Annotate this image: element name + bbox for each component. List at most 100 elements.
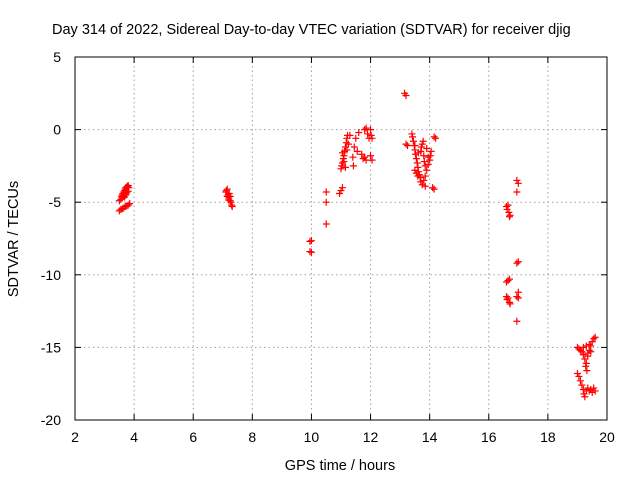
data-point	[359, 155, 367, 163]
data-point	[362, 124, 370, 132]
x-tick-label: 2	[71, 429, 79, 445]
data-point	[585, 340, 593, 348]
data-point	[126, 200, 134, 208]
y-tick-label: 5	[53, 49, 61, 65]
data-point	[338, 184, 346, 192]
data-point	[423, 144, 431, 152]
plot-frame	[74, 56, 608, 421]
data-point	[424, 153, 432, 161]
data-point	[322, 220, 330, 228]
data-point	[514, 294, 522, 302]
chart-title: Day 314 of 2022, Sidereal Day-to-day VTE…	[52, 22, 571, 38]
data-point	[513, 317, 521, 325]
data-point	[427, 147, 435, 155]
data-point	[421, 162, 429, 170]
data-point	[421, 182, 429, 190]
data-point	[402, 140, 410, 148]
data-point	[576, 377, 584, 385]
data-point	[414, 149, 422, 157]
data-point	[513, 293, 521, 301]
x-tick-label: 12	[363, 429, 379, 445]
data-point	[591, 333, 599, 341]
data-point	[346, 131, 354, 139]
data-point	[117, 205, 125, 213]
x-tick-label: 6	[189, 429, 197, 445]
data-point	[420, 176, 428, 184]
data-point	[588, 388, 596, 396]
data-point	[429, 184, 437, 192]
data-point	[368, 156, 376, 164]
data-point	[506, 300, 514, 308]
data-point	[409, 133, 417, 141]
data-points	[115, 89, 599, 401]
data-point	[226, 192, 234, 200]
data-point	[121, 203, 129, 211]
data-point	[225, 196, 233, 204]
data-point	[579, 351, 587, 359]
data-point	[514, 179, 522, 187]
data-point	[423, 166, 431, 174]
data-point	[430, 185, 438, 193]
y-tick-label: -5	[49, 194, 62, 210]
data-point	[419, 137, 427, 145]
data-point	[513, 259, 521, 267]
data-point	[349, 162, 357, 170]
data-point	[344, 140, 352, 148]
data-point	[368, 134, 376, 142]
data-point	[404, 142, 411, 150]
y-tick-label: -15	[41, 339, 61, 355]
data-point	[350, 143, 358, 151]
x-axis-label: GPS time / hours	[285, 458, 395, 474]
data-point	[411, 142, 419, 150]
data-point	[430, 133, 438, 141]
data-point	[504, 294, 512, 302]
data-point	[582, 342, 590, 350]
data-point	[228, 203, 236, 211]
data-point	[583, 367, 591, 375]
data-point	[432, 134, 440, 142]
y-tick-label: -10	[41, 267, 61, 283]
data-point	[504, 201, 512, 209]
data-point	[409, 137, 417, 145]
data-point	[578, 381, 586, 389]
data-point	[306, 237, 314, 245]
data-point	[421, 172, 429, 180]
data-point	[124, 187, 132, 195]
data-point	[424, 160, 432, 168]
data-point	[361, 126, 369, 134]
data-point	[341, 163, 349, 171]
data-point	[590, 335, 598, 343]
data-point	[322, 188, 330, 196]
x-tick-label: 4	[130, 429, 138, 445]
data-point	[122, 191, 130, 199]
data-point	[513, 188, 521, 196]
data-point	[418, 181, 426, 189]
data-point	[587, 348, 595, 356]
y-tick-label: -20	[41, 412, 61, 428]
data-point	[505, 275, 513, 283]
data-point	[585, 387, 593, 395]
x-tick-label: 20	[599, 429, 615, 445]
data-point	[412, 155, 420, 163]
data-point	[353, 147, 361, 155]
y-axis-label: SDTVAR / TECUs	[6, 181, 22, 297]
data-point	[402, 91, 410, 99]
axis-ticks: 2 4 6 8 10 12 14 16 18 20 5 0 -5 -10 -15 -20	[41, 49, 615, 445]
data-point	[306, 248, 314, 256]
data-point	[414, 172, 422, 180]
data-point	[579, 343, 587, 351]
data-point	[420, 158, 428, 166]
data-point	[349, 153, 357, 161]
x-tick-label: 14	[422, 429, 438, 445]
data-point	[582, 362, 590, 370]
data-point	[343, 146, 351, 154]
data-point	[352, 134, 360, 142]
x-tick-label: 16	[481, 429, 497, 445]
data-point	[124, 201, 132, 209]
x-tick-label: 18	[540, 429, 556, 445]
data-point	[584, 349, 592, 357]
data-point	[367, 152, 375, 160]
y-tick-label: 0	[53, 122, 61, 138]
